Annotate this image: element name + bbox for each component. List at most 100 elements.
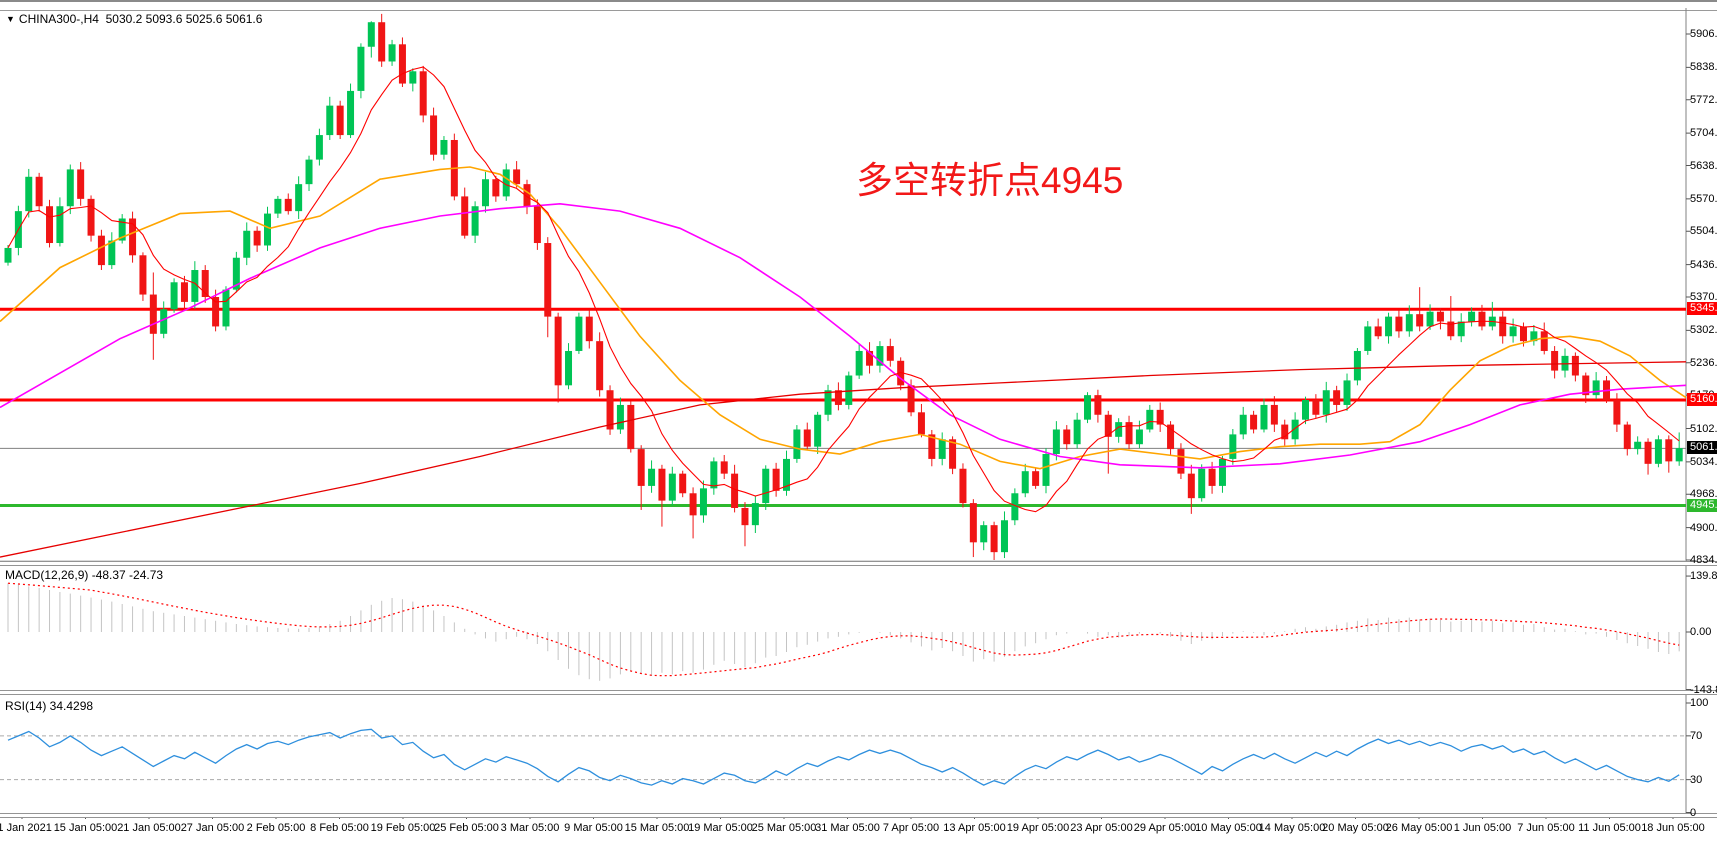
candle-body — [66, 169, 74, 207]
candle-body — [77, 169, 85, 199]
candle-body — [523, 184, 531, 207]
candle-body — [388, 44, 396, 62]
candle-body — [1260, 404, 1268, 430]
candle-body — [1229, 434, 1237, 459]
time-axis-label: 10 May 05:00 — [1195, 822, 1262, 834]
candle-body — [1385, 316, 1393, 337]
time-axis-label: 19 Mar 05:00 — [688, 822, 753, 834]
candle-body — [461, 196, 469, 236]
candle-body — [554, 316, 562, 386]
time-axis-label: 18 Jun 05:00 — [1641, 822, 1705, 834]
time-axis-label: 11 Jun 05:00 — [1578, 822, 1641, 834]
candle-body — [1198, 468, 1206, 499]
time-axis-label: 25 Mar 05:00 — [751, 822, 817, 834]
panel-splitter-macd[interactable] — [0, 561, 1717, 566]
candle-body — [284, 198, 292, 212]
candle-body — [1665, 439, 1673, 462]
candle-body — [305, 159, 313, 185]
candle-body — [513, 169, 521, 185]
candle-body — [980, 525, 988, 543]
candle-body — [1250, 414, 1258, 430]
candle-body — [492, 179, 500, 197]
candle-body — [378, 22, 386, 62]
candle-body — [129, 218, 137, 256]
price-tick-label: 5638.0 — [1690, 159, 1717, 172]
candle-body — [347, 90, 355, 136]
candle-body — [824, 390, 832, 415]
price-tick-label: 5906.0 — [1690, 28, 1717, 40]
candle-body — [1499, 316, 1507, 337]
candle-body — [398, 44, 406, 84]
candle-body — [814, 414, 822, 447]
candle-body — [1416, 314, 1424, 327]
candle-body — [243, 230, 251, 258]
candle-body — [97, 235, 105, 266]
candle-body — [295, 184, 303, 212]
candle-body — [1582, 375, 1590, 396]
candle-body — [1592, 380, 1600, 396]
candle-body — [357, 46, 365, 91]
candle-body — [212, 297, 220, 327]
price-tick-label: 5772.0 — [1690, 93, 1717, 106]
candle-body — [1530, 331, 1538, 342]
candle-body — [1291, 419, 1299, 440]
time-axis-label: 15 Jan 05:00 — [53, 822, 118, 834]
candle-body — [430, 115, 438, 155]
time-axis-label: 3 Mar 05:00 — [500, 822, 560, 834]
candle-body — [4, 247, 12, 263]
candle-body — [180, 282, 188, 302]
candle-body — [1426, 311, 1434, 327]
candle-body — [544, 243, 552, 317]
candle-body — [1187, 473, 1195, 499]
candle-body — [1000, 520, 1008, 553]
candle-body — [1364, 326, 1372, 351]
time-axis-label: 7 Apr 05:00 — [882, 822, 940, 834]
candle-body — [1519, 326, 1527, 342]
candle-body — [108, 240, 116, 266]
candle-body — [1343, 380, 1351, 405]
candle-body — [596, 341, 604, 391]
candle-body — [751, 503, 759, 526]
symbol-dropdown-icon[interactable]: ▼ — [6, 14, 15, 24]
candle-body — [1468, 311, 1476, 322]
candle-body — [1302, 400, 1309, 420]
candle-body — [866, 350, 874, 366]
candle-body — [772, 468, 780, 491]
candle-body — [1094, 395, 1102, 415]
candle-body — [1125, 422, 1133, 445]
panel-splitter-rsi[interactable] — [0, 690, 1717, 695]
panel-splitter-bottom[interactable] — [0, 813, 1717, 818]
candle-body — [1146, 409, 1154, 430]
macd-tick-label: 139.86 — [1690, 570, 1717, 583]
candle-body — [1312, 400, 1320, 415]
candle-body — [1333, 390, 1341, 405]
candle-body — [689, 493, 697, 516]
candle-body — [1374, 326, 1382, 337]
price-tick-label: 5370.0 — [1690, 291, 1717, 303]
price-tick-label: 4834.0 — [1690, 554, 1717, 566]
candle-body — [56, 206, 64, 244]
candle-body — [139, 255, 147, 295]
candle-body — [1571, 355, 1579, 376]
candle-body — [1115, 422, 1123, 437]
candle-body — [25, 176, 33, 212]
candle-body — [1104, 414, 1112, 437]
candle-body — [917, 412, 925, 435]
candle-body — [533, 206, 541, 244]
candle-body — [1478, 311, 1486, 327]
candle-body — [367, 22, 375, 47]
time-axis-label: 8 Feb 05:00 — [310, 822, 369, 834]
candle-body — [648, 468, 656, 486]
price-tick-label: 4900.0 — [1690, 521, 1717, 534]
candle-body — [502, 169, 510, 197]
ma-magenta-line — [0, 202, 1687, 469]
candle-body — [1395, 316, 1403, 332]
rsi-tick-label: 70 — [1690, 729, 1703, 742]
candle-body — [118, 218, 126, 241]
macd-tick-label: 0.00 — [1690, 626, 1712, 638]
rsi-tick-label: 30 — [1690, 773, 1703, 786]
price-tick-label: 5704.0 — [1690, 127, 1717, 140]
candle-body — [46, 206, 54, 244]
